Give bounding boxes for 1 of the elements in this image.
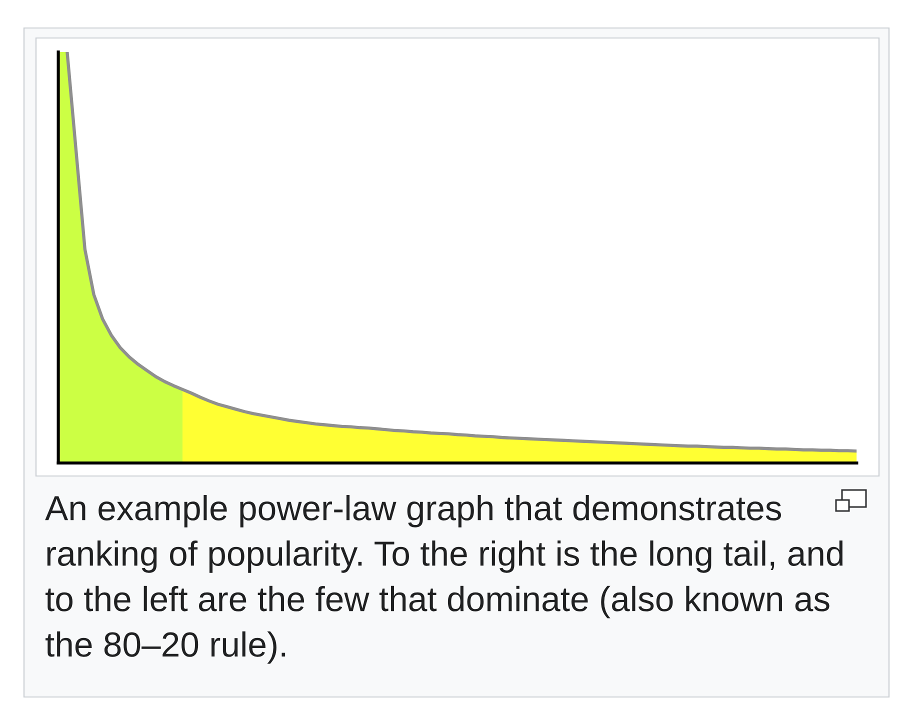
text: An example power-law graph that demonstrates ranking of popularity. To the right is the long tail, and to the left are the few that dominate (also known as the 80–20 rule).: [45, 495, 843, 664]
